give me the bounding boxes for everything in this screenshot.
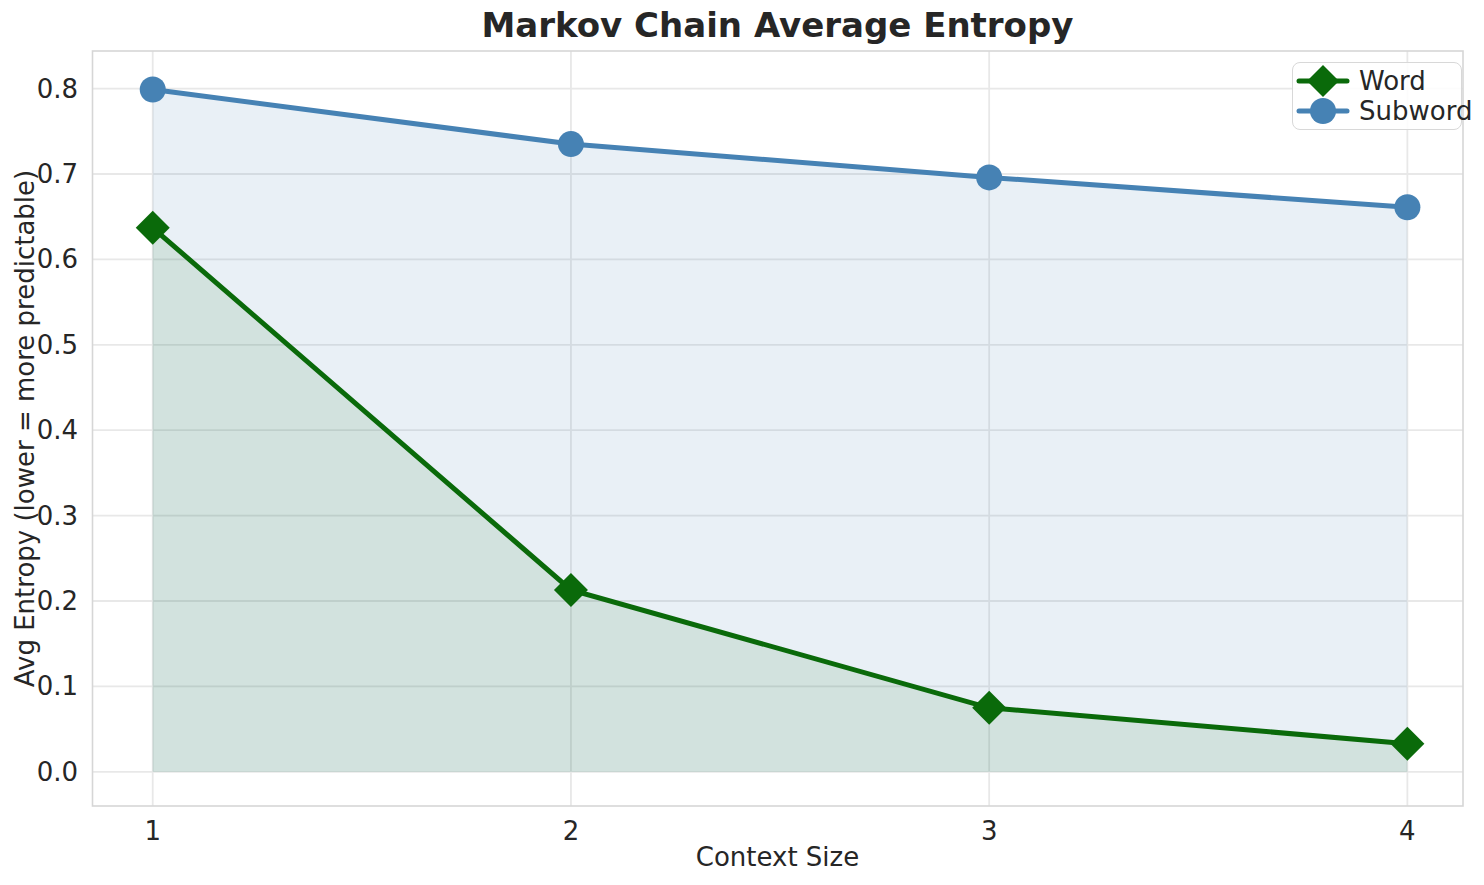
legend-label-word: Word (1359, 67, 1426, 95)
x-tick-label: 3 (949, 817, 1029, 845)
x-axis-label: Context Size (92, 842, 1463, 872)
y-tick-label: 0.4 (0, 416, 78, 444)
y-tick-label: 0.8 (0, 75, 78, 103)
x-tick-label: 2 (531, 817, 611, 845)
plot-area (0, 0, 1484, 885)
legend-label-subword: Subword (1359, 97, 1472, 125)
word-legend-marker-icon (1297, 66, 1349, 96)
figure: Markov Chain Average Entropy Avg Entropy… (0, 0, 1484, 885)
legend-item-word: Word (1297, 66, 1453, 96)
y-tick-label: 0.3 (0, 502, 78, 530)
legend: Word Subword (1292, 62, 1462, 130)
y-tick-label: 0.2 (0, 587, 78, 615)
legend-item-subword: Subword (1297, 96, 1453, 126)
x-tick-label: 1 (113, 817, 193, 845)
y-tick-label: 0.6 (0, 245, 78, 273)
y-tick-label: 0.0 (0, 758, 78, 786)
subword-legend-marker-icon (1297, 96, 1349, 126)
y-tick-label: 0.1 (0, 672, 78, 700)
y-tick-label: 0.5 (0, 331, 78, 359)
y-tick-label: 0.7 (0, 160, 78, 188)
x-tick-label: 4 (1367, 817, 1447, 845)
chart-title: Markov Chain Average Entropy (92, 5, 1463, 45)
